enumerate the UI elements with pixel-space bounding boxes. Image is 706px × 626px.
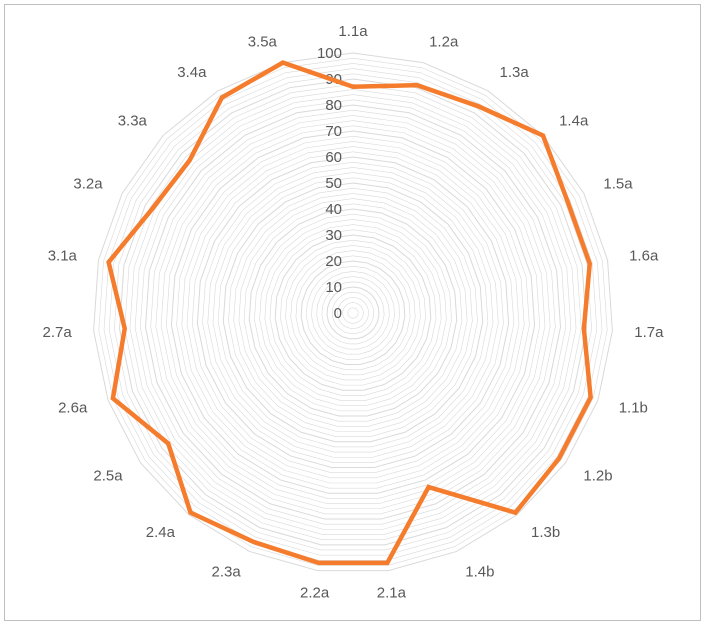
category-label: 2.1a — [377, 584, 407, 601]
minor-gridline — [290, 250, 416, 376]
minor-gridline — [160, 120, 546, 504]
tick-label: 50 — [325, 175, 342, 192]
minor-gridline — [259, 219, 447, 407]
category-label: 1.2a — [429, 34, 459, 51]
minor-gridline — [212, 172, 494, 453]
category-labels: 1.1a 1.2a 1.3a 1.4a 1.5a 1.6a 1.7a 1.1b 1.2b 1.3b… — [42, 23, 664, 601]
minor-gridline — [342, 302, 364, 324]
tick-label: 60 — [325, 149, 342, 166]
major-gridline — [170, 130, 536, 494]
minor-gridline — [254, 213, 452, 412]
category-label: 1.4b — [465, 564, 494, 581]
tick-label: 0 — [334, 305, 342, 322]
tick-label: 100 — [317, 45, 342, 62]
category-label: 1.1b — [619, 399, 648, 416]
minor-gridline — [181, 141, 525, 484]
minor-gridline — [316, 276, 390, 350]
minor-gridline — [306, 265, 400, 360]
minor-gridline — [155, 115, 551, 510]
major-gridline — [119, 78, 587, 546]
category-label: 1.4a — [559, 113, 589, 130]
minor-gridline — [269, 229, 437, 396]
series-layer — [106, 60, 593, 566]
category-label: 1.3b — [531, 524, 560, 541]
minor-gridline — [228, 187, 478, 437]
minor-gridline — [311, 271, 395, 355]
major-gridline — [93, 52, 613, 572]
major-gridline — [196, 156, 510, 469]
category-label: 1.7a — [634, 324, 664, 341]
minor-gridline — [124, 83, 582, 540]
category-label: 2.4a — [146, 524, 176, 541]
minor-gridline — [103, 63, 603, 561]
major-gridline — [274, 234, 432, 391]
minor-gridline — [114, 73, 592, 551]
minor-gridline — [186, 146, 520, 479]
minor-gridline — [217, 177, 489, 448]
minor-gridline — [243, 203, 463, 422]
category-label: 2.2a — [300, 584, 330, 601]
minor-gridline — [347, 307, 359, 319]
major-gridline — [144, 104, 562, 520]
minor-gridline — [176, 135, 530, 489]
category-label: 1.2b — [583, 468, 612, 485]
minor-gridline — [280, 239, 426, 386]
major-gridline — [326, 286, 380, 340]
category-label: 3.5a — [248, 34, 278, 51]
series-line — [106, 60, 593, 566]
minor-gridline — [98, 57, 608, 566]
minor-gridline — [321, 281, 385, 345]
minor-gridline — [139, 99, 567, 525]
minor-gridline — [285, 245, 421, 381]
category-label: 1.1a — [338, 23, 368, 40]
category-label: 3.2a — [73, 175, 103, 192]
minor-gridline — [202, 161, 504, 463]
minor-gridline — [238, 198, 468, 427]
category-label: 1.5a — [603, 175, 633, 192]
tick-label: 20 — [325, 253, 342, 270]
category-label: 1.3a — [500, 64, 530, 81]
minor-gridline — [207, 167, 499, 458]
category-label: 1.6a — [629, 248, 659, 265]
category-label: 3.4a — [177, 64, 207, 81]
tick-label: 10 — [325, 279, 342, 296]
radar-gridlines — [93, 52, 613, 572]
category-label: 2.6a — [58, 399, 88, 416]
minor-gridline — [134, 94, 572, 530]
minor-gridline — [337, 297, 369, 329]
tick-label: 70 — [325, 123, 342, 140]
tick-label: 40 — [325, 201, 342, 218]
minor-gridline — [331, 291, 375, 334]
minor-gridline — [191, 151, 515, 474]
category-label: 2.7a — [42, 324, 72, 341]
minor-gridline — [165, 125, 541, 499]
category-label: 3.3a — [118, 113, 148, 130]
minor-gridline — [233, 193, 473, 432]
minor-gridline — [295, 255, 411, 370]
minor-gridline — [264, 224, 442, 401]
category-label: 2.5a — [93, 468, 123, 485]
major-gridline — [300, 260, 406, 366]
minor-gridline — [150, 109, 556, 515]
major-gridline — [248, 208, 458, 417]
category-label: 3.1a — [48, 248, 78, 265]
category-label: 2.3a — [211, 564, 241, 581]
tick-label: 80 — [325, 97, 342, 114]
tick-label: 30 — [325, 227, 342, 244]
major-gridline — [222, 182, 484, 443]
